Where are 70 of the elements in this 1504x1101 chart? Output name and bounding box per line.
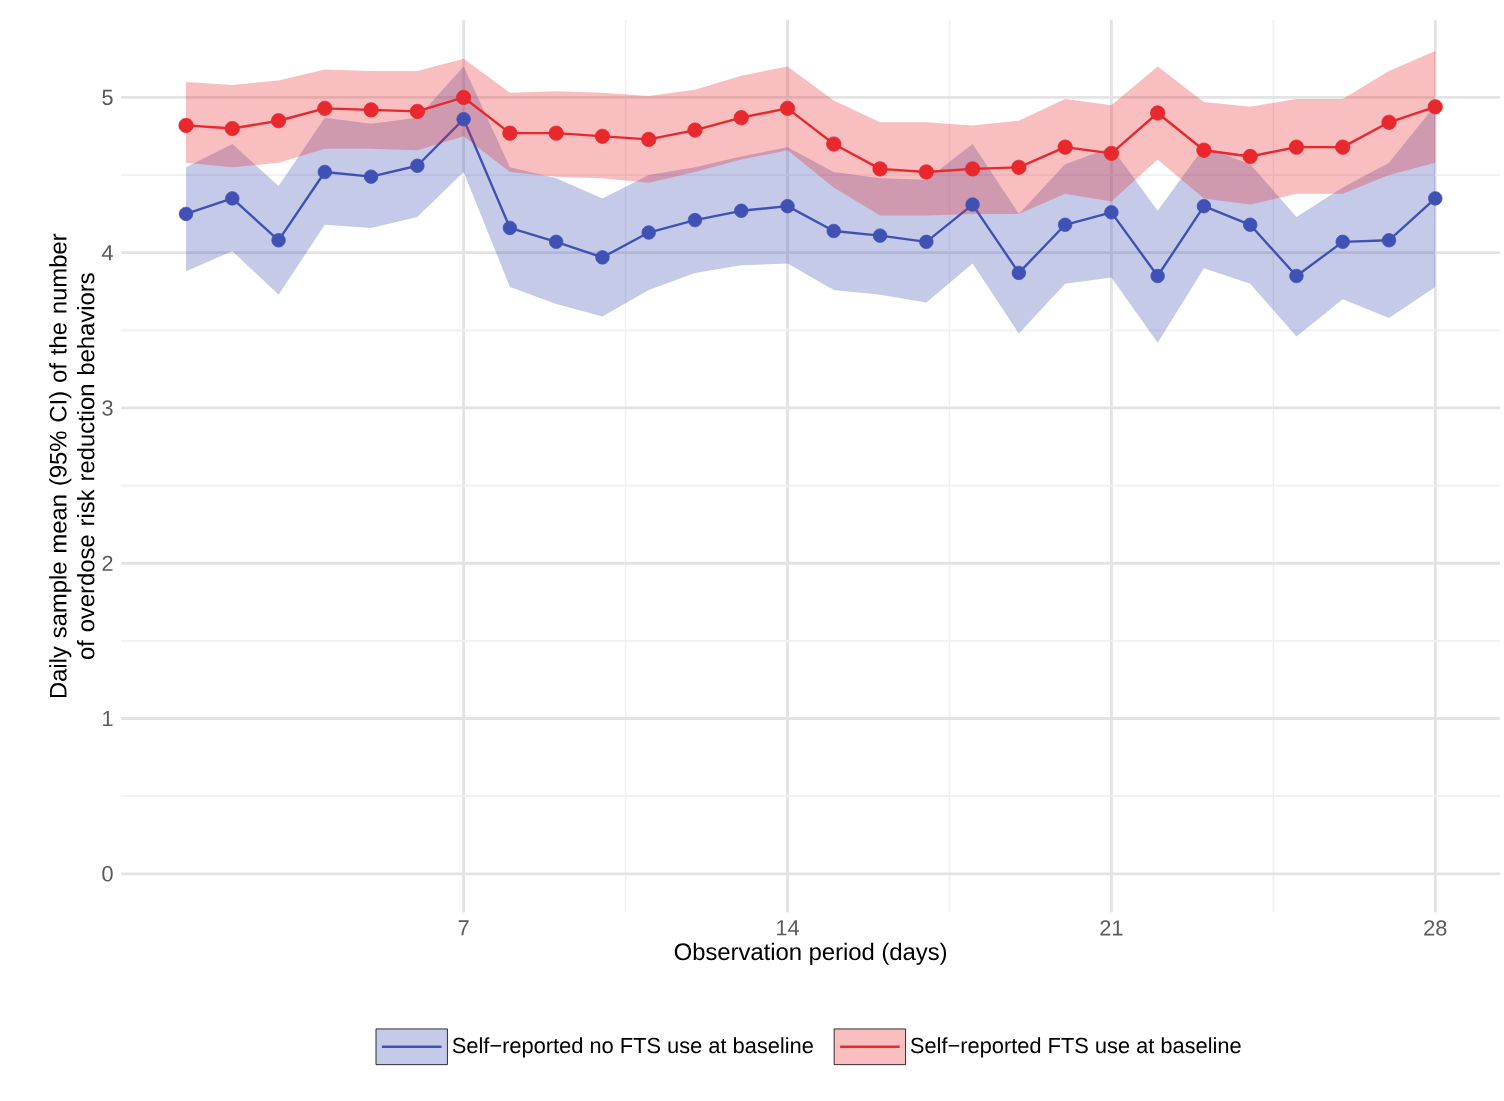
point (734, 203, 749, 218)
point (641, 225, 656, 240)
point (595, 250, 610, 265)
point (965, 197, 980, 212)
point (919, 234, 934, 249)
point (826, 223, 841, 239)
point (502, 125, 518, 141)
point (363, 102, 379, 118)
point (1196, 198, 1212, 214)
point (549, 234, 564, 249)
x-tick-label: 28 (1424, 920, 1447, 936)
point (1289, 268, 1304, 284)
x-axis-title: Observation period (days) (674, 942, 947, 965)
point (1057, 139, 1073, 155)
y-tick-label: 1 (103, 711, 113, 726)
point (687, 212, 703, 228)
point (918, 164, 934, 180)
x-tick-label: 21 (1100, 920, 1123, 936)
point (641, 131, 657, 147)
point (317, 100, 333, 116)
y-tick-label: 0 (102, 866, 113, 882)
point (1428, 191, 1443, 206)
point (1196, 142, 1212, 158)
point (780, 198, 795, 214)
point (548, 125, 564, 141)
point (965, 161, 981, 177)
x-tick-label: 14 (777, 920, 799, 936)
point (1243, 217, 1258, 232)
point (178, 206, 194, 222)
point (409, 103, 425, 119)
point (363, 169, 379, 184)
legend-label: Self−reported FTS use at baseline (910, 1037, 1241, 1058)
point (1381, 233, 1397, 248)
point (1427, 99, 1443, 115)
point (733, 110, 749, 126)
point (502, 220, 518, 236)
point (1011, 265, 1026, 281)
y-tick-label: 2 (102, 555, 113, 571)
point (317, 164, 332, 180)
y-tick-label: 3 (102, 400, 113, 416)
point (826, 136, 842, 152)
point (456, 89, 472, 105)
point (872, 161, 888, 177)
point (1104, 205, 1119, 220)
point (1057, 217, 1073, 232)
point (1011, 159, 1027, 175)
point (1335, 139, 1351, 155)
y-tick-label: 5 (102, 89, 113, 106)
point (1103, 145, 1119, 161)
point (271, 233, 286, 248)
point (872, 228, 888, 243)
x-tick-label: 7 (458, 920, 469, 936)
point (1242, 148, 1258, 164)
point (594, 128, 610, 144)
point (1381, 114, 1397, 130)
point (1335, 234, 1350, 249)
point (687, 122, 703, 138)
y-axis-title: Daily sample mean (95% CI) of the number of overdose risk reduction behaviors (49, 233, 95, 698)
point (1288, 139, 1305, 155)
point (225, 191, 240, 206)
legend-label: Self−reported no FTS use at baseline (452, 1037, 813, 1058)
y-tick-label: 4 (101, 245, 113, 261)
point (271, 113, 287, 129)
point (1150, 105, 1166, 121)
point (224, 120, 240, 137)
point (456, 112, 471, 127)
point (178, 117, 194, 133)
point (410, 158, 425, 173)
point (1150, 268, 1165, 284)
point (779, 100, 796, 116)
